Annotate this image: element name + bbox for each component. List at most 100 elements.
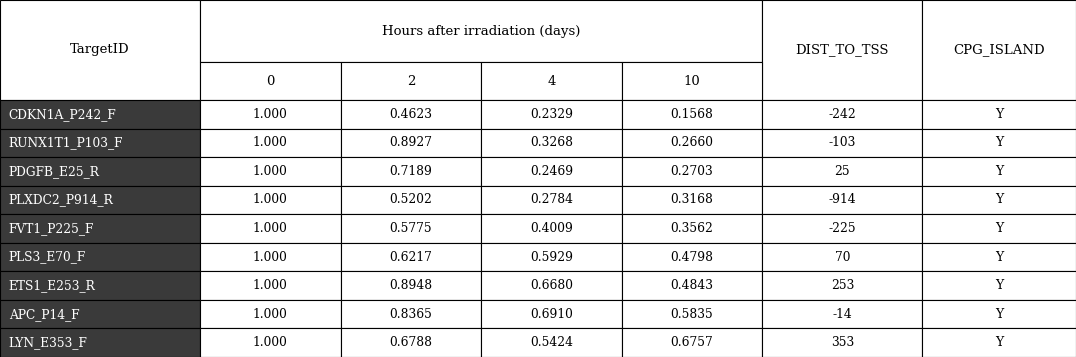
Text: 353: 353 (831, 336, 854, 349)
Text: 1.000: 1.000 (253, 193, 287, 206)
Text: PDGFB_E25_R: PDGFB_E25_R (9, 165, 99, 178)
Bar (922, 100, 1076, 129)
Text: 0.4623: 0.4623 (390, 108, 433, 121)
Text: APC_P14_F: APC_P14_F (9, 308, 80, 321)
Text: Y: Y (995, 136, 1003, 149)
Text: -103: -103 (829, 136, 856, 149)
Text: 0.5775: 0.5775 (390, 222, 433, 235)
Text: 0.5424: 0.5424 (530, 336, 574, 349)
Text: TargetID: TargetID (70, 44, 130, 56)
Bar (922, 243, 1076, 271)
Bar (622, 157, 763, 186)
Bar (622, 129, 763, 157)
Bar (200, 214, 341, 243)
Bar (481, 62, 622, 100)
Text: -14: -14 (833, 308, 852, 321)
Bar (341, 62, 481, 100)
Text: 0.2329: 0.2329 (530, 108, 574, 121)
Text: 0.3562: 0.3562 (670, 222, 713, 235)
Bar (0, 328, 200, 357)
Bar (0, 186, 200, 214)
Text: 253: 253 (831, 279, 854, 292)
Bar (622, 300, 763, 328)
Bar (622, 271, 763, 300)
Text: 10: 10 (683, 75, 700, 88)
Text: 0.8948: 0.8948 (390, 279, 433, 292)
Bar (481, 186, 622, 214)
Text: 1.000: 1.000 (253, 165, 287, 178)
Bar (622, 243, 763, 271)
Bar (763, 100, 922, 129)
Bar (0, 243, 200, 271)
Text: ETS1_E253_R: ETS1_E253_R (9, 279, 96, 292)
Text: 0.1568: 0.1568 (670, 108, 713, 121)
Text: 1.000: 1.000 (253, 251, 287, 263)
Text: 0.8927: 0.8927 (390, 136, 433, 149)
Text: CDKN1A_P242_F: CDKN1A_P242_F (9, 108, 116, 121)
Bar (341, 271, 481, 300)
Text: 1.000: 1.000 (253, 136, 287, 149)
Bar (200, 129, 341, 157)
Text: 0.2784: 0.2784 (530, 193, 574, 206)
Text: 2: 2 (407, 75, 415, 88)
Bar (922, 328, 1076, 357)
Bar (922, 129, 1076, 157)
Text: 70: 70 (835, 251, 850, 263)
Bar (200, 186, 341, 214)
Bar (622, 186, 763, 214)
Text: Y: Y (995, 279, 1003, 292)
Bar (200, 62, 341, 100)
Bar (341, 129, 481, 157)
Bar (341, 300, 481, 328)
Bar (622, 328, 763, 357)
Bar (481, 214, 622, 243)
Bar (622, 100, 763, 129)
Text: 0.2703: 0.2703 (670, 165, 713, 178)
Text: 0.4843: 0.4843 (670, 279, 713, 292)
Bar (922, 186, 1076, 214)
Bar (763, 214, 922, 243)
Bar (481, 100, 622, 129)
Bar (341, 186, 481, 214)
Bar (0, 271, 200, 300)
Bar (341, 157, 481, 186)
Bar (481, 300, 622, 328)
Bar (341, 243, 481, 271)
Bar (200, 157, 341, 186)
Text: 4: 4 (548, 75, 555, 88)
Bar (200, 328, 341, 357)
Bar (0, 214, 200, 243)
Text: Y: Y (995, 165, 1003, 178)
Bar (0, 129, 200, 157)
Bar (341, 100, 481, 129)
Text: CPG_ISLAND: CPG_ISLAND (953, 44, 1045, 56)
Bar (481, 243, 622, 271)
Bar (922, 214, 1076, 243)
Text: 0.2660: 0.2660 (670, 136, 713, 149)
Text: -242: -242 (829, 108, 856, 121)
Text: Y: Y (995, 193, 1003, 206)
Bar (763, 271, 922, 300)
Text: 0.6788: 0.6788 (390, 336, 433, 349)
Bar (341, 328, 481, 357)
Bar (922, 0, 1076, 100)
Text: 0.7189: 0.7189 (390, 165, 433, 178)
Bar (481, 129, 622, 157)
Text: 0.4798: 0.4798 (670, 251, 713, 263)
Bar (0, 0, 200, 100)
Text: Y: Y (995, 308, 1003, 321)
Bar (763, 0, 922, 100)
Text: LYN_E353_F: LYN_E353_F (9, 336, 87, 349)
Text: 0.6910: 0.6910 (530, 308, 572, 321)
Text: -914: -914 (829, 193, 856, 206)
Bar (622, 214, 763, 243)
Bar (0, 300, 200, 328)
Text: 1.000: 1.000 (253, 308, 287, 321)
Text: -225: -225 (829, 222, 856, 235)
Bar (200, 100, 341, 129)
Bar (763, 243, 922, 271)
Bar (0, 100, 200, 129)
Text: PLS3_E70_F: PLS3_E70_F (9, 251, 86, 263)
Text: 0.5929: 0.5929 (530, 251, 574, 263)
Text: 0: 0 (266, 75, 274, 88)
